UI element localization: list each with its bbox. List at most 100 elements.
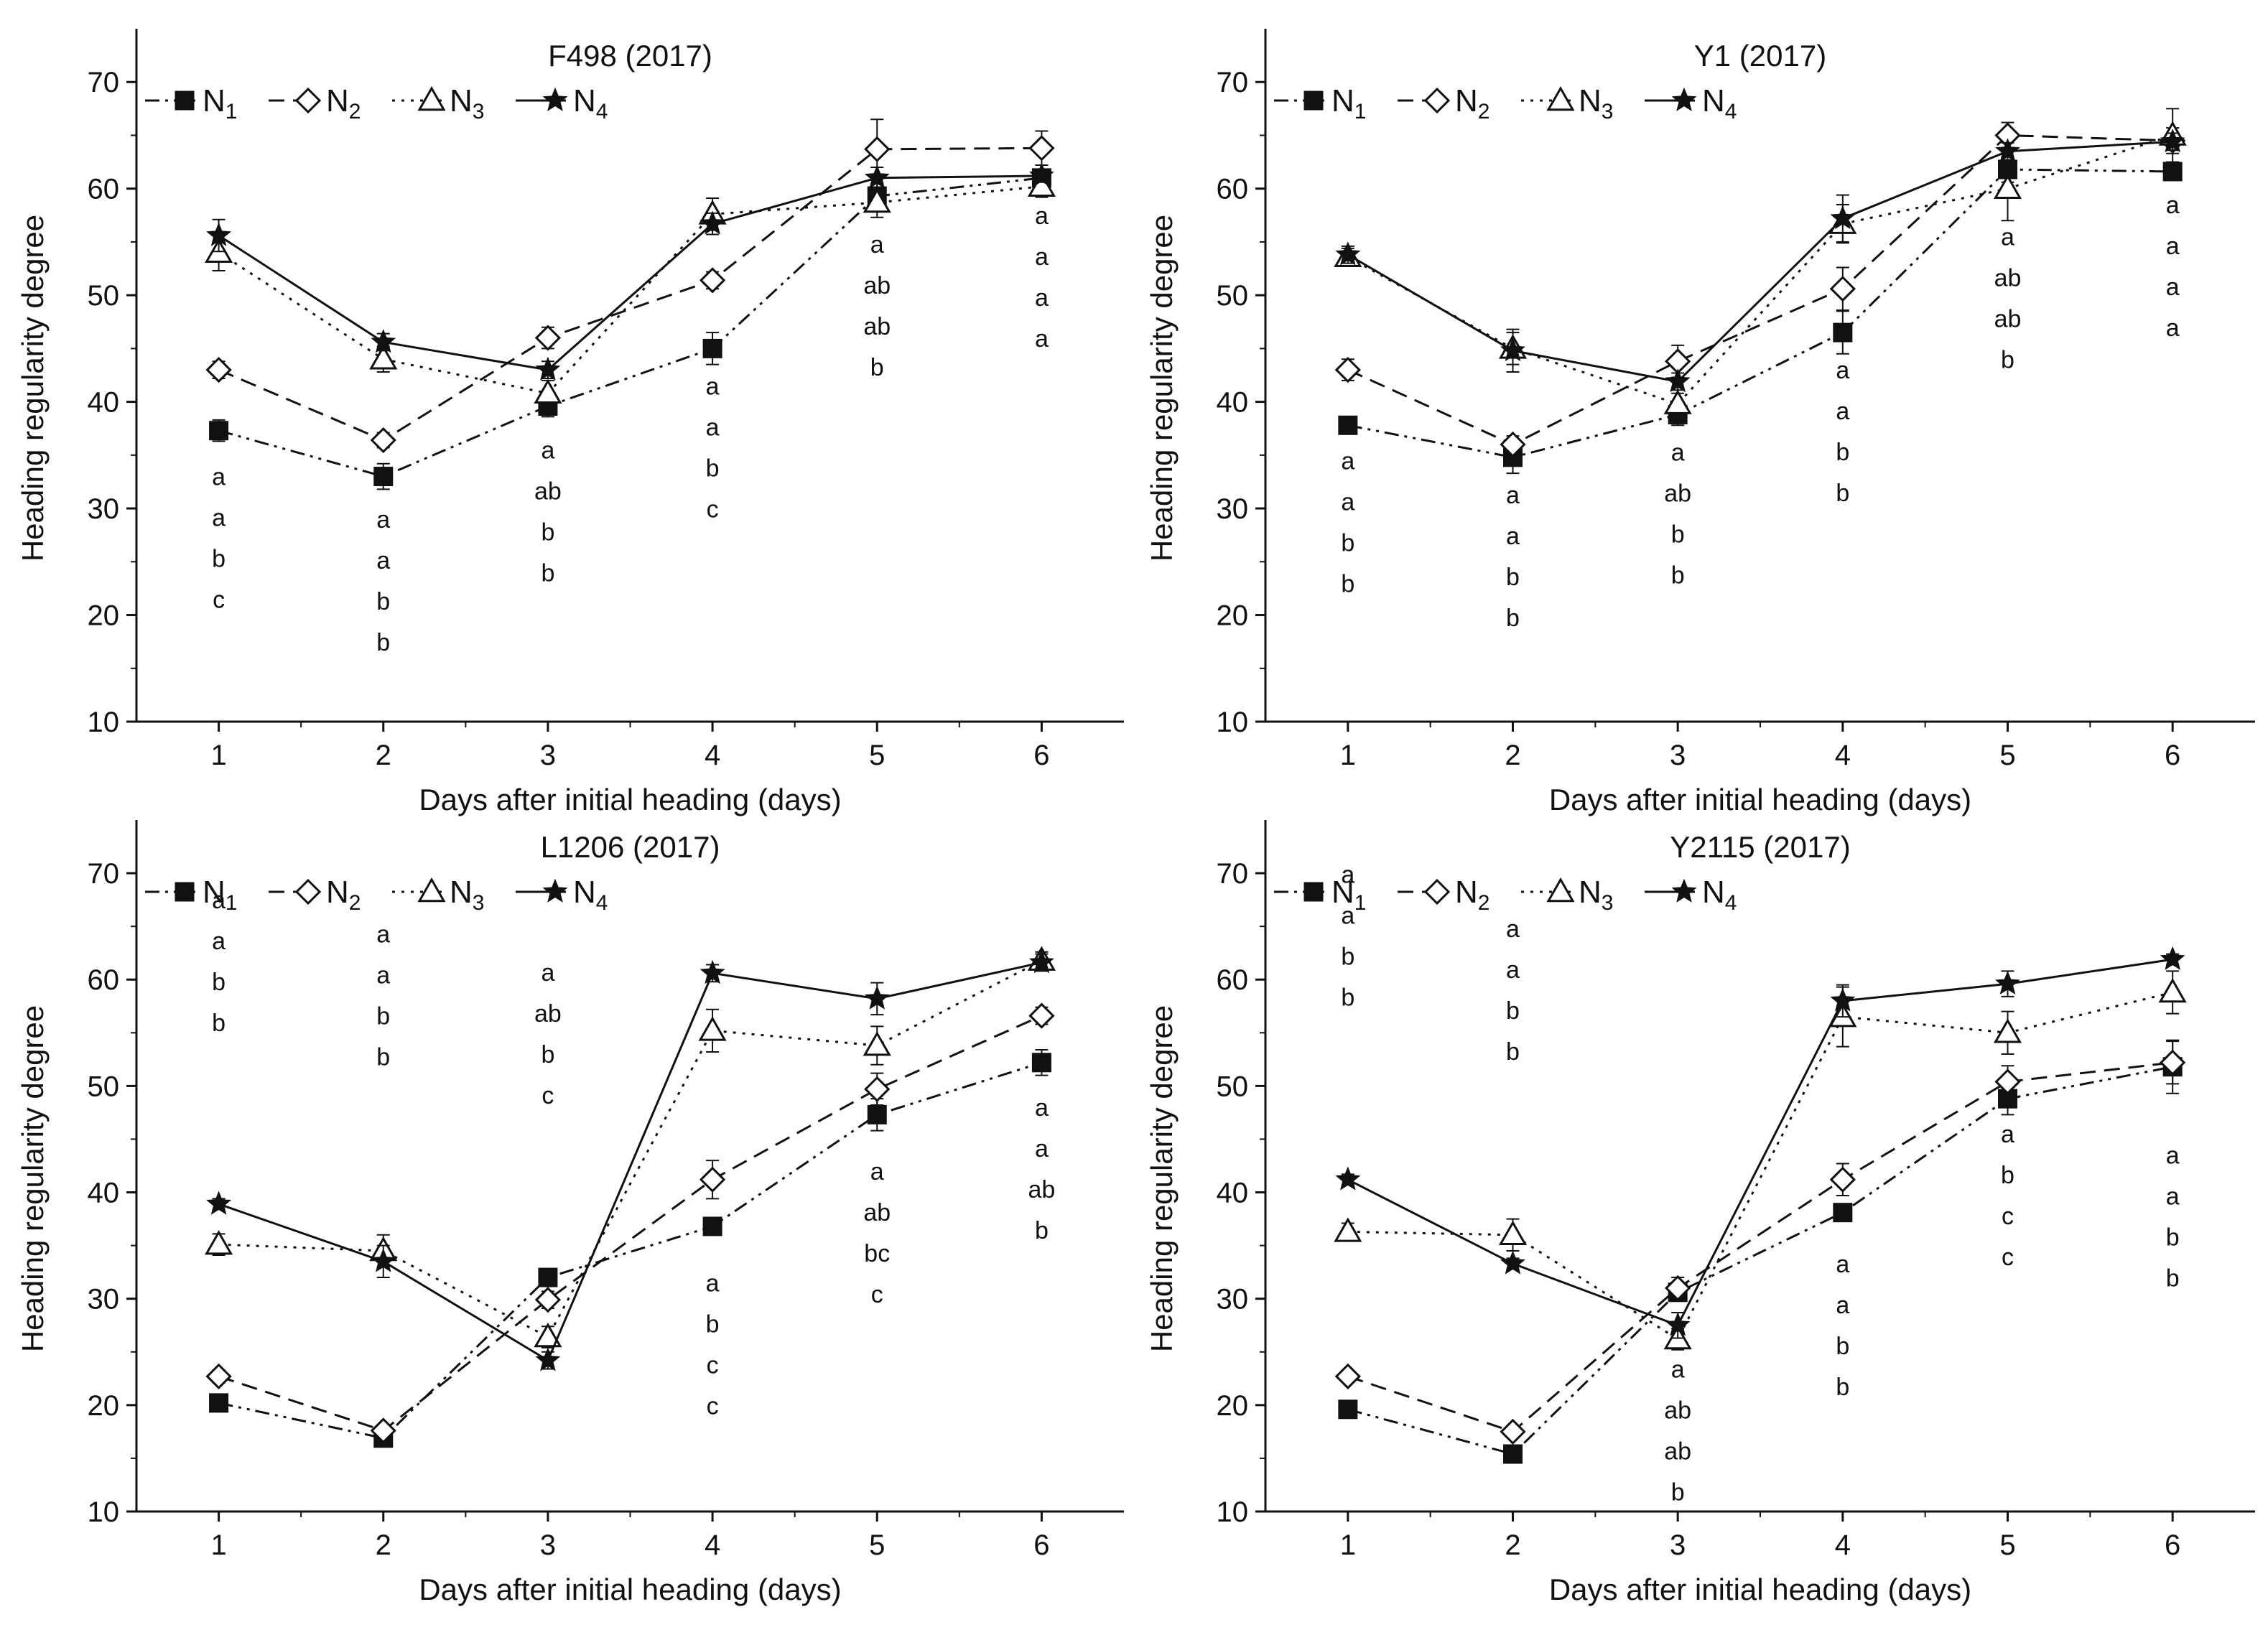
x-tick-label: 2 xyxy=(1505,1529,1520,1561)
significance-letter: ab xyxy=(863,313,891,340)
significance-letter: c xyxy=(2002,1203,2014,1230)
data-point-N1 xyxy=(1833,1203,1853,1223)
significance-letter: a xyxy=(706,414,720,441)
significance-letter: b xyxy=(1506,564,1520,591)
series-line-N4 xyxy=(1347,958,2173,1327)
significance-letter: a xyxy=(1506,482,1520,509)
data-point-N4 xyxy=(371,1248,396,1272)
significance-letter: b xyxy=(541,1041,554,1068)
legend-marker-N4 xyxy=(1671,87,1697,111)
significance-letter: b xyxy=(212,546,226,573)
data-point-N4 xyxy=(1830,987,1856,1012)
y-tick-label: 70 xyxy=(88,858,120,890)
significance-letter: a xyxy=(1035,1094,1049,1122)
significance-letter: c xyxy=(871,1281,883,1308)
significance-letter: a xyxy=(2166,315,2180,342)
chart-title: F498 (2017) xyxy=(548,39,712,73)
data-point-N3 xyxy=(698,1016,727,1041)
y-tick-label: 40 xyxy=(1217,387,1249,419)
data-point-N1 xyxy=(373,467,394,487)
data-point-N4 xyxy=(864,164,890,189)
significance-letter: a xyxy=(706,373,720,400)
chart-panel-4: 10 20 30 40 50 60 70 1 2 3 4 5 6 Days after initial h… xyxy=(1145,820,2255,1606)
data-point-N2 xyxy=(699,267,726,294)
data-point-N4 xyxy=(2160,129,2185,153)
legend-label-N3: N3 xyxy=(450,875,484,915)
significance-letters: a ab ab b xyxy=(1994,224,2022,374)
y-tick-label: 30 xyxy=(88,493,120,525)
data-point-N3 xyxy=(204,1230,233,1255)
legend-marker-N2 xyxy=(294,87,322,114)
significance-letter: c xyxy=(707,1351,719,1379)
legend-label-N3: N3 xyxy=(1579,83,1613,124)
significance-letter: ab xyxy=(1994,265,2022,292)
data-point-N4 xyxy=(1335,1166,1361,1191)
data-point-N4 xyxy=(1500,1250,1525,1275)
series-line-N4 xyxy=(1347,140,2173,383)
series-N4 xyxy=(206,162,1054,381)
data-point-N1 xyxy=(702,1216,722,1236)
x-tick-label: 4 xyxy=(1835,1529,1851,1561)
significance-letter: a xyxy=(1506,916,1520,943)
y-tick-label: 60 xyxy=(88,174,120,205)
y-tick-label: 50 xyxy=(1217,280,1249,312)
significance-letter: a xyxy=(376,962,390,989)
data-point-N1 xyxy=(1338,415,1358,435)
significance-letter: c xyxy=(213,587,225,614)
legend-label-N4: N4 xyxy=(1702,83,1737,124)
x-tick-label: 1 xyxy=(210,1529,226,1561)
x-tick-label: 4 xyxy=(705,740,720,771)
significance-letter: b xyxy=(1035,1217,1049,1244)
x-tick-label: 5 xyxy=(1999,1529,2015,1561)
significance-letter: a xyxy=(1671,439,1685,466)
data-point-N2 xyxy=(1665,1275,1691,1301)
significance-letter: b xyxy=(1341,984,1354,1012)
significance-letter: b xyxy=(1836,439,1849,466)
significance-letter: b xyxy=(212,1010,226,1037)
significance-letter: b xyxy=(1836,1333,1849,1360)
significance-letter: a xyxy=(870,1158,884,1186)
significance-letter: a xyxy=(1341,862,1354,889)
data-point-N2 xyxy=(534,1287,562,1313)
significance-letter: a xyxy=(376,547,390,574)
legend-marker-N3 xyxy=(417,877,446,903)
x-axis-label: Days after initial heading (days) xyxy=(1549,1573,1971,1606)
y-tick-label: 40 xyxy=(88,387,120,419)
significance-letter: bc xyxy=(864,1240,890,1267)
y-tick-label: 20 xyxy=(88,1390,120,1422)
legend-marker-N2 xyxy=(294,878,322,905)
legend-marker-N1 xyxy=(1303,90,1324,111)
data-point-N4 xyxy=(535,356,561,381)
x-tick-label: 5 xyxy=(869,740,885,771)
significance-letter: ab xyxy=(1664,480,1691,507)
significance-letter: a xyxy=(706,1270,720,1297)
series-N2 xyxy=(1334,1040,2186,1445)
data-point-N3 xyxy=(1498,1220,1528,1246)
significance-letter: b xyxy=(1341,570,1354,597)
significance-letter: a xyxy=(1341,488,1354,516)
significance-letter: a xyxy=(1836,1251,1849,1278)
y-axis-label: Heading regularity degree xyxy=(16,215,50,562)
chart-panel-1: 10 20 30 40 50 60 70 1 2 3 4 5 6 Days after initial h… xyxy=(16,29,1124,816)
legend-marker-N3 xyxy=(1546,85,1575,111)
y-tick-label: 60 xyxy=(1217,964,1249,996)
series-line-N1 xyxy=(218,1061,1042,1440)
legend-marker-N3 xyxy=(1546,877,1575,903)
y-axis-label: Heading regularity degree xyxy=(1145,215,1179,562)
data-point-N3 xyxy=(1993,1018,2022,1043)
x-tick-label: 1 xyxy=(1340,1529,1356,1561)
y-tick-label: 50 xyxy=(88,280,120,312)
data-point-N2 xyxy=(1829,276,1856,302)
significance-letter: a xyxy=(541,959,554,987)
y-tick-label: 40 xyxy=(1217,1178,1249,1209)
significance-letter: a xyxy=(1506,523,1520,550)
data-point-N4 xyxy=(2160,946,2185,970)
series-line-N3 xyxy=(218,959,1043,1339)
significance-letters: a ab bc c xyxy=(863,1158,891,1308)
